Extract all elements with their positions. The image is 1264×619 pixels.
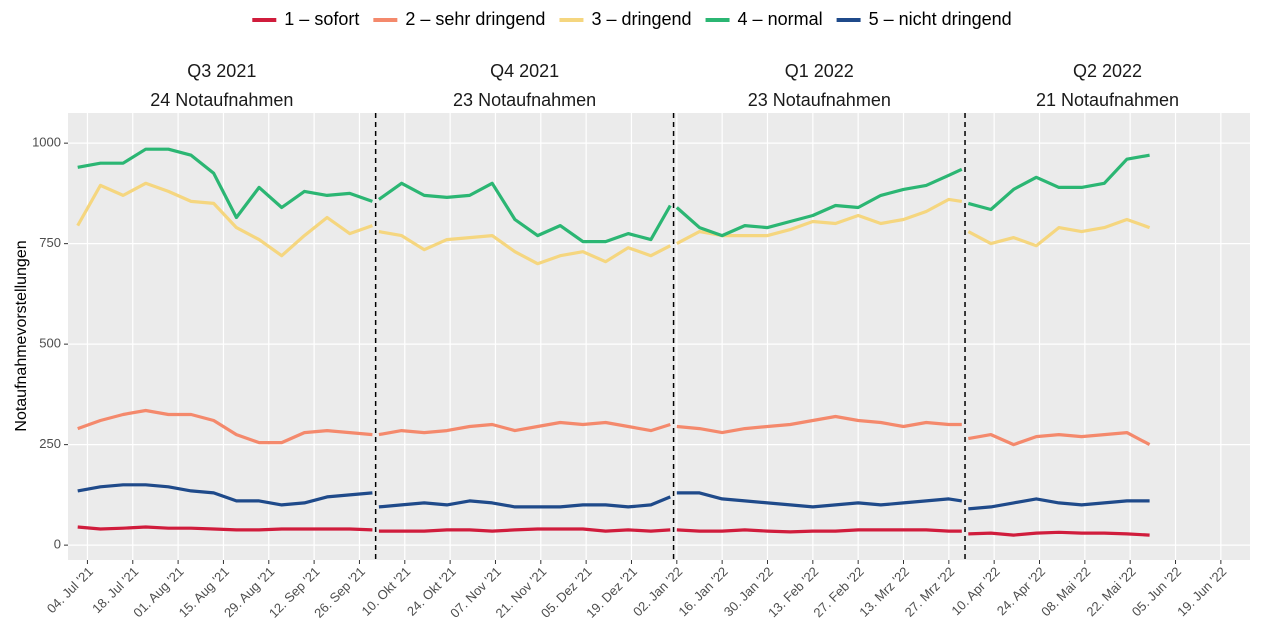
y-tick-label: 500 [39, 336, 61, 351]
y-tick-label: 1000 [32, 135, 61, 150]
y-tick-label: 0 [54, 537, 61, 552]
panel-subtitle: 23 Notaufnahmen [453, 90, 596, 110]
legend-label: 5 – nicht dringend [869, 9, 1012, 29]
panel-subtitle: 23 Notaufnahmen [748, 90, 891, 110]
legend-label: 1 – sofort [284, 9, 359, 29]
series-line [77, 525, 1150, 537]
y-tick-label: 750 [39, 235, 61, 250]
legend-label: 2 – sehr dringend [405, 9, 545, 29]
legend: 1 – sofort 2 – sehr dringend 3 – dringend 4… [252, 9, 1012, 29]
x-tick-label: 04. Jul '21 [44, 564, 96, 616]
panel-subtitle: 21 Notaufnahmen [1036, 90, 1179, 110]
x-tick-label: 27. Mrz '22 [902, 564, 958, 619]
panel-title: Q1 2022 [785, 61, 854, 81]
y-tick-label: 250 [39, 436, 61, 451]
x-tick-label: 10. Apr '22 [948, 564, 1002, 618]
panel-title: Q3 2021 [187, 61, 256, 81]
panel-title: Q2 2022 [1073, 61, 1142, 81]
series-line [76, 181, 1151, 266]
series-line [77, 483, 1150, 511]
series-line [77, 147, 1150, 244]
x-tick-label: 19. Jun '22 [1174, 564, 1229, 619]
series-line [77, 408, 1151, 447]
y-axis-label: Notaufnahmevorstellungen [13, 240, 30, 431]
legend-label: 4 – normal [738, 9, 823, 29]
panel-title: Q4 2021 [490, 61, 559, 81]
panel-subtitle: 24 Notaufnahmen [150, 90, 293, 110]
legend-label: 3 – dringend [591, 9, 691, 29]
panel-background [68, 113, 1250, 560]
